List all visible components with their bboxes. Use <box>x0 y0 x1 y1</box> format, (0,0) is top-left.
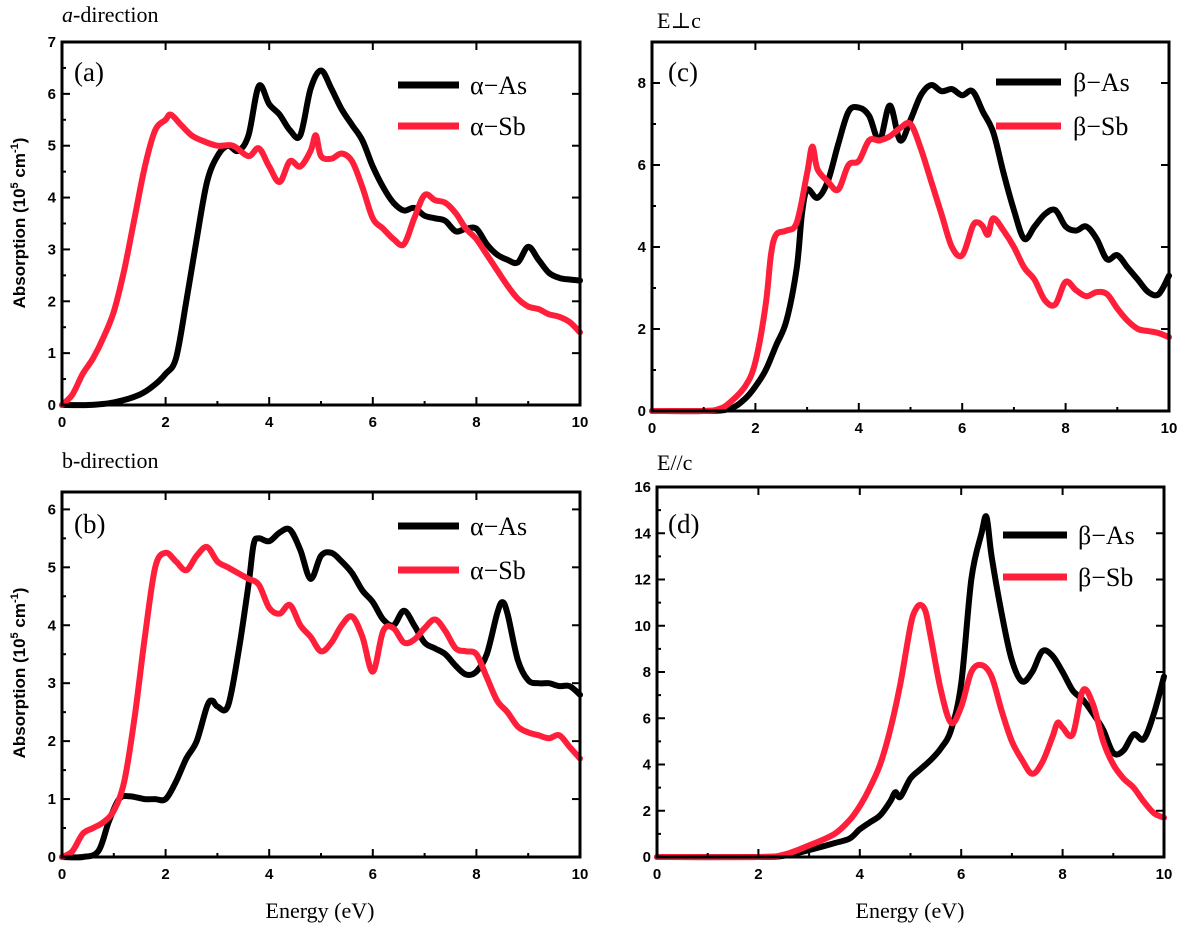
panel-c-x-tick-label: 6 <box>958 420 966 437</box>
panel-b-xlabel: Energy (eV) <box>266 898 375 923</box>
panel-d-y-tick-label: 6 <box>643 710 651 727</box>
panel-c-label: (c) <box>668 57 698 87</box>
panel-a-x-tick-label: 2 <box>161 414 169 431</box>
panel-a-direction-rest: -direction <box>73 2 159 27</box>
panel-b-series-line-2 <box>59 543 583 860</box>
panel-d-y-tick-label: 2 <box>643 803 651 820</box>
panel-d-x-tick-label: 4 <box>856 866 865 883</box>
panel-b-x-tick-label: 0 <box>58 866 66 883</box>
panel-d-y-tick-label: 16 <box>634 479 651 496</box>
panel-b-x-tick-label: 10 <box>572 866 589 883</box>
panel-a-y-tick-label: 2 <box>48 293 56 310</box>
panel-b-y-tick-label: 1 <box>48 791 56 808</box>
panel-a-direction-title: a-direction <box>62 2 159 27</box>
panel-b-y-tick-label: 4 <box>48 617 57 634</box>
panel-b-x-tick-label: 8 <box>472 866 480 883</box>
panel-c-x-tick-label: 0 <box>648 420 656 437</box>
panel-c-legend-text-2: β−Sb <box>1073 112 1128 141</box>
panel-c-legend-text-1: β−As <box>1073 68 1130 97</box>
panel-a-x-tick-label: 6 <box>369 414 377 431</box>
panel-b-y-tick-label: 2 <box>48 733 56 750</box>
panel-b-ylabel-main: Absorption (10 <box>10 638 29 758</box>
panel-b-ylabel-unit: cm <box>10 603 29 632</box>
panel-b-x-tick-label: 2 <box>161 866 169 883</box>
panel-a-ylabel-exp: 5 <box>9 182 21 188</box>
panel-a-ylabel-main: Absorption (10 <box>10 188 29 308</box>
panel-c-x-tick-label: 2 <box>751 420 759 437</box>
panel-a-x-tick-label: 0 <box>58 414 66 431</box>
panel-b-ylabel-exp: 5 <box>9 632 21 638</box>
panel-d-y-tick-label: 10 <box>634 618 651 635</box>
panel-b-direction-rest: b-direction <box>62 448 159 473</box>
panel-d-direction-title: E//c <box>657 450 693 475</box>
panel-a-label: (a) <box>74 57 104 87</box>
panel-c-series-line-2 <box>649 119 1172 415</box>
panel-d-y-tick-label: 4 <box>643 757 652 774</box>
panel-c-y-tick-label: 6 <box>638 157 646 174</box>
panel-a-ylabel: Absorption (105 cm-1) <box>9 138 29 309</box>
panel-b-ylabel: Absorption (105 cm-1) <box>9 588 29 759</box>
panel-b-y-tick-label: 3 <box>48 675 56 692</box>
panel-b-y-tick-label: 0 <box>48 849 56 866</box>
panel-d-x-tick-label: 10 <box>1156 866 1173 883</box>
panel-d-x-tick-label: 8 <box>1058 866 1066 883</box>
panel-d-y-tick-label: 0 <box>643 849 651 866</box>
panel-a-y-tick-label: 3 <box>48 241 56 258</box>
panel-a-y-tick-label: 4 <box>48 190 57 207</box>
panel-a-series-line-2 <box>59 111 583 408</box>
panel-c-series-line-1 <box>649 82 1172 415</box>
panel-b-direction-title: b-direction <box>62 448 159 473</box>
panel-b-y-tick-label: 5 <box>48 559 56 576</box>
panel-c: E⊥c 0 2 4 6 8 10 0 2 4 6 8 (c) β−As β−Sb <box>638 8 1178 437</box>
panel-d-y-tick-label: 8 <box>643 664 651 681</box>
panel-a-x-tick-label: 10 <box>572 414 589 431</box>
panel-d-x-tick-label: 0 <box>653 866 661 883</box>
panel-d-x-tick-label: 6 <box>957 866 965 883</box>
panel-d-y-tick-label: 12 <box>634 572 651 589</box>
panel-a-y-tick-label: 7 <box>48 34 56 51</box>
panel-a-y-tick-label: 0 <box>48 397 56 414</box>
panel-c-x-tick-label: 8 <box>1061 420 1069 437</box>
panel-b-ylabel-unit-exp: -1 <box>9 593 21 603</box>
panel-a-y-tick-label: 6 <box>48 86 56 103</box>
panel-d-legend-text-2: β−Sb <box>1078 563 1133 592</box>
panel-d-legend-text-1: β−As <box>1078 521 1135 550</box>
panel-a-series-line-1 <box>59 67 583 409</box>
panel-d-x-tick-label: 2 <box>754 866 762 883</box>
panel-a-x-tick-label: 4 <box>265 414 274 431</box>
panel-b-x-tick-label: 6 <box>369 866 377 883</box>
panel-c-y-tick-label: 0 <box>638 403 646 420</box>
panel-a-ylabel-close: ) <box>10 138 29 144</box>
panel-a-direction-italic: a <box>62 2 73 27</box>
panel-c-direction-title: E⊥c <box>657 8 701 33</box>
panel-a-x-tick-label: 8 <box>472 414 480 431</box>
panel-a-y-tick-label: 5 <box>48 138 56 155</box>
panel-b-x-tick-label: 4 <box>265 866 274 883</box>
panel-a-legend-text-1: α−As <box>470 71 527 100</box>
panel-a-ylabel-unit: cm <box>10 153 29 182</box>
panel-b-legend-text-1: α−As <box>470 512 527 541</box>
panel-c-y-tick-label: 2 <box>638 321 646 338</box>
panel-d-label: (d) <box>668 509 699 539</box>
panel-b-series-line-1 <box>59 525 583 861</box>
panel-d-series-line-2 <box>654 601 1167 861</box>
panel-c-y-tick-label: 4 <box>638 239 647 256</box>
panel-a-y-tick-label: 1 <box>48 345 56 362</box>
panel-a-ylabel-unit-exp: -1 <box>9 143 21 153</box>
panel-b-y-tick-label: 6 <box>48 501 56 518</box>
panel-b-ylabel-close: ) <box>10 588 29 594</box>
panel-b-label: (b) <box>74 509 105 539</box>
panel-a-legend-text-2: α−Sb <box>470 112 526 141</box>
panel-d-xlabel: Energy (eV) <box>856 898 965 923</box>
panel-c-x-tick-label: 4 <box>855 420 864 437</box>
panel-c-x-tick-label: 10 <box>1161 420 1178 437</box>
panel-b-legend-text-2: α−Sb <box>470 556 526 585</box>
panel-d-y-tick-label: 14 <box>634 525 651 542</box>
panel-c-frame <box>650 40 1171 413</box>
panel-c-y-tick-label: 8 <box>638 75 646 92</box>
